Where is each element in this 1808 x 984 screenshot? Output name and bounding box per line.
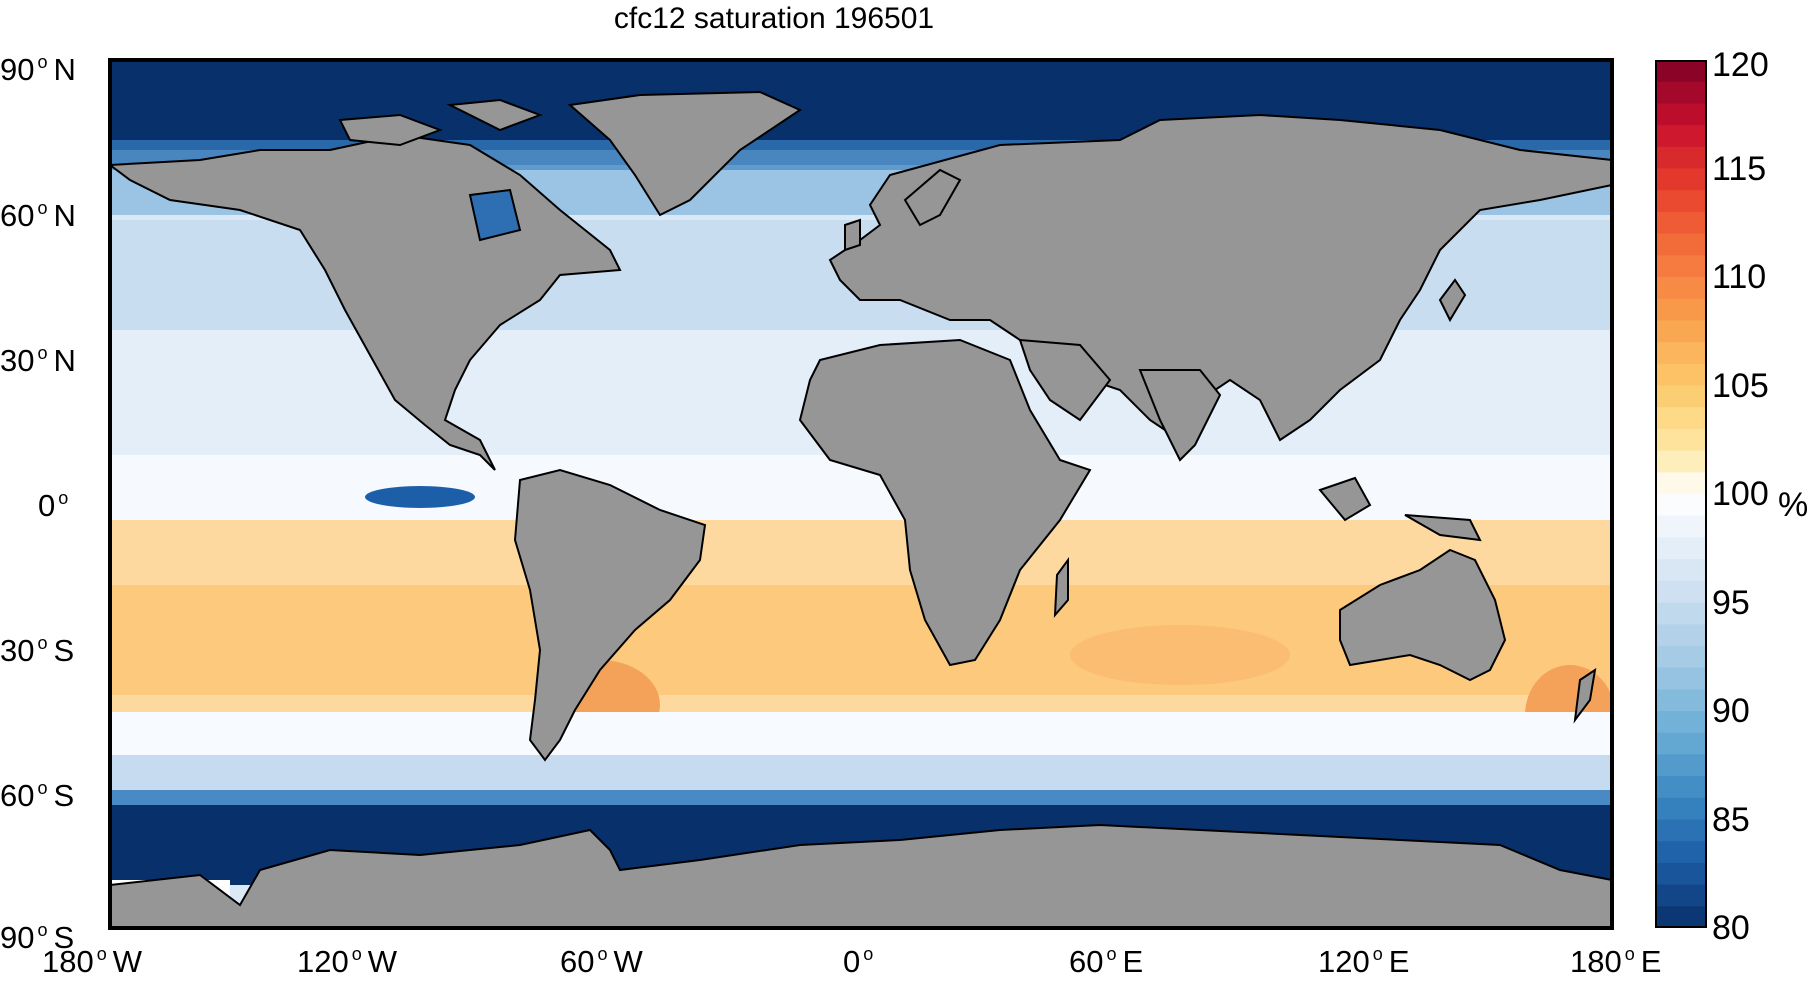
colorbar-band <box>1655 732 1707 755</box>
lat-label-30s: 30 o S <box>0 633 75 668</box>
colorbar-band <box>1655 385 1707 408</box>
colorbar-tick-label: 85 <box>1712 800 1750 839</box>
lon-label-60w: 60 o W <box>560 944 643 979</box>
colorbar-tick-label: 95 <box>1712 583 1750 622</box>
colorbar-band <box>1655 103 1707 126</box>
colorbar-band <box>1655 624 1707 647</box>
colorbar-unit: % <box>1778 486 1808 524</box>
colorbar-band <box>1655 754 1707 777</box>
colorbar-band <box>1655 342 1707 365</box>
colorbar-band <box>1655 168 1707 191</box>
colorbar-band <box>1655 472 1707 495</box>
colorbar-band <box>1655 407 1707 430</box>
colorbar-band <box>1655 190 1707 213</box>
colorbar-band <box>1655 450 1707 473</box>
colorbar-tick-label: 90 <box>1712 692 1750 730</box>
colorbar-tick-label: 115 <box>1712 149 1767 188</box>
land-masses <box>110 90 1612 928</box>
lon-label-120e: 120 o E <box>1318 944 1410 979</box>
colorbar-tick-label: 80 <box>1712 909 1750 947</box>
colorbar-band <box>1655 537 1707 560</box>
colorbar-band <box>1655 884 1707 907</box>
colorbar-band <box>1655 428 1707 452</box>
colorbar-band <box>1655 255 1707 278</box>
colorbar-band <box>1655 819 1707 842</box>
lon-label-180w: 180 o W <box>42 944 143 979</box>
colorbar-tick-label: 100 <box>1712 475 1769 513</box>
antarctica-landmass <box>110 823 1612 928</box>
colorbar-band <box>1655 277 1707 300</box>
colorbar-band <box>1655 494 1707 517</box>
colorbar-band <box>1655 667 1707 690</box>
colorbar-frame <box>1655 60 1707 928</box>
lon-label-180e: 180 o E <box>1570 944 1662 979</box>
colorbar-band <box>1655 602 1707 625</box>
australia-landmass <box>1339 548 1507 682</box>
colorbar-band <box>1655 776 1707 799</box>
africa-landmass <box>798 338 1092 667</box>
colorbar-band <box>1655 146 1707 169</box>
greenland-landmass <box>567 90 803 217</box>
colorbar-band <box>1655 797 1707 820</box>
lat-label-30n: 30 o N <box>0 343 76 378</box>
colorbar-band <box>1655 320 1707 343</box>
colorbar-band <box>1655 559 1707 582</box>
colorbar-band <box>1655 906 1707 928</box>
colorbar-band <box>1655 580 1707 603</box>
colorbar-tick-label: 120 <box>1712 46 1769 84</box>
lon-label-60e: 60 o E <box>1069 944 1144 979</box>
equatorial-pacific-low <box>365 486 475 508</box>
lat-label-90n: 90 o N <box>0 52 76 87</box>
colorbar-band <box>1655 841 1707 864</box>
colorbar-band <box>1655 60 1707 83</box>
lon-label-120w: 120 o W <box>297 944 398 979</box>
colorbar-band <box>1655 81 1707 104</box>
colorbar-band <box>1655 711 1707 734</box>
map-title: cfc12 saturation 196501 <box>613 2 935 35</box>
colorbar-band <box>1655 298 1707 321</box>
colorbar-tick-label: 110 <box>1712 258 1767 296</box>
map-frame <box>108 58 1614 930</box>
colorbar-band <box>1655 125 1707 148</box>
south-america-landmass <box>513 468 707 762</box>
colorbar-band <box>1655 689 1707 712</box>
lat-label-60s: 60 o S <box>0 778 75 813</box>
colorbar-band <box>1655 862 1707 886</box>
lat-label-60n: 60 o N <box>0 198 76 233</box>
world-map <box>108 58 1614 930</box>
colorbar-band <box>1655 211 1707 235</box>
colorbar-band <box>1655 515 1707 538</box>
colorbar-band <box>1655 233 1707 256</box>
colorbar-band <box>1655 363 1707 386</box>
lat-label-90s: 90 o S <box>0 920 75 955</box>
colorbar-band <box>1655 645 1707 669</box>
eurasia-landmass <box>828 113 1612 442</box>
colorbar <box>1655 60 1707 928</box>
colorbar-tick-label: 105 <box>1712 366 1769 405</box>
